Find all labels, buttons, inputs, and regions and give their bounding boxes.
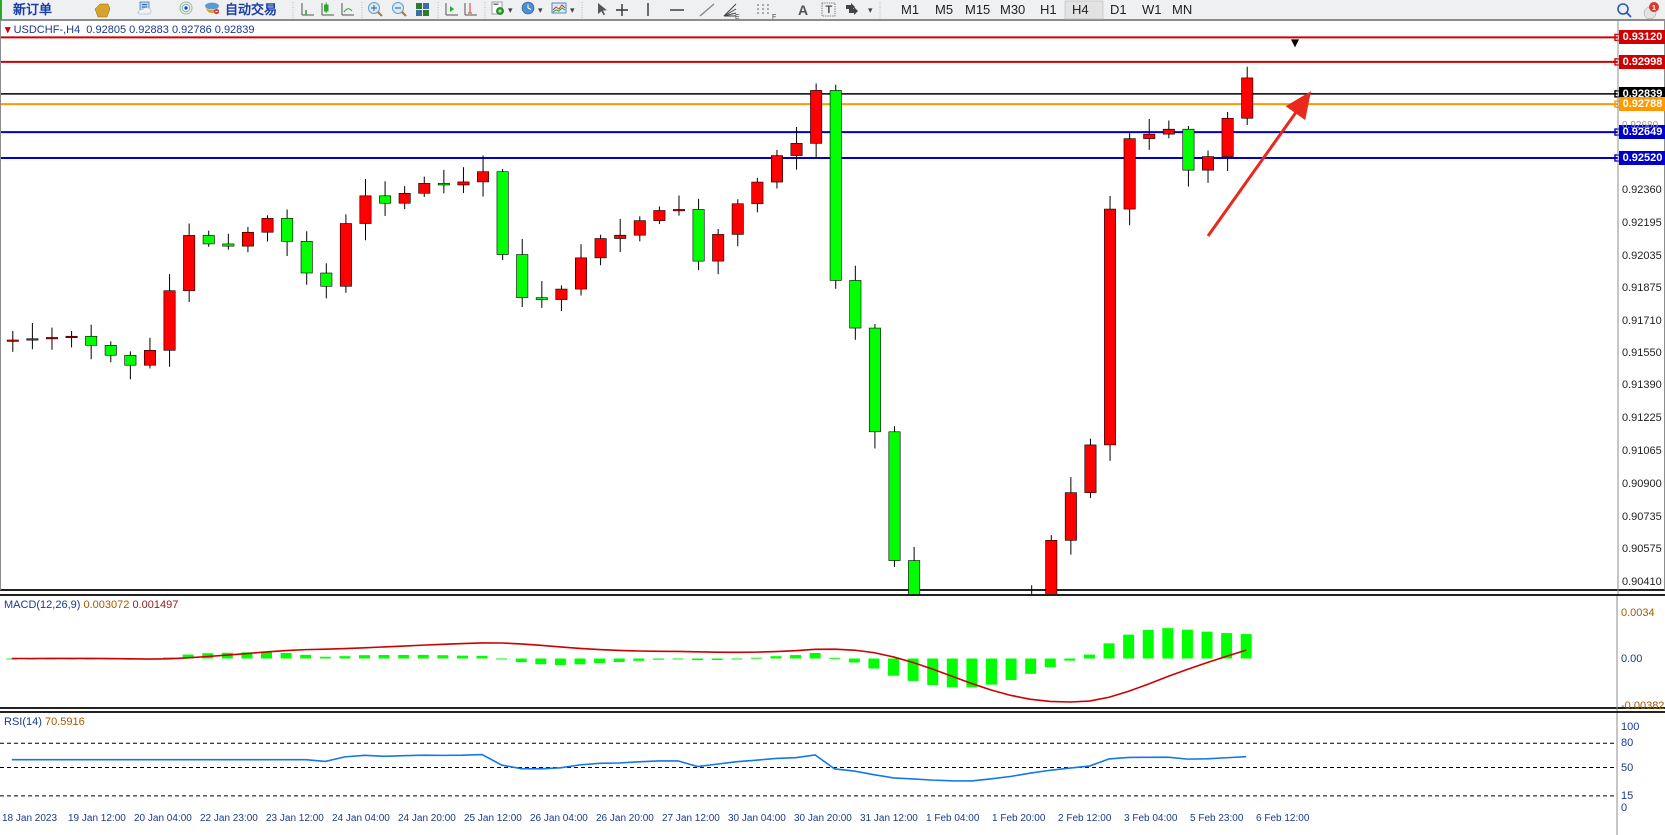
- svg-text:M15: M15: [965, 2, 990, 17]
- svg-text:▾: ▾: [508, 5, 513, 15]
- svg-text:D1: D1: [1110, 2, 1127, 17]
- svg-text:H4: H4: [1072, 2, 1089, 17]
- svg-text:T: T: [826, 4, 833, 16]
- svg-text:MN: MN: [1172, 2, 1192, 17]
- svg-text:M1: M1: [901, 2, 919, 17]
- svg-text:▾: ▾: [868, 5, 873, 15]
- svg-text:W1: W1: [1142, 2, 1162, 17]
- svg-text:A: A: [798, 2, 808, 18]
- svg-text:▾: ▾: [538, 5, 543, 15]
- svg-text:自动交易: 自动交易: [225, 2, 277, 17]
- svg-text:H1: H1: [1040, 2, 1057, 17]
- svg-text:M5: M5: [935, 2, 953, 17]
- svg-text:新订单: 新订单: [13, 2, 52, 17]
- svg-text:▾: ▾: [570, 5, 575, 15]
- svg-text:1: 1: [1652, 3, 1656, 12]
- svg-text:M30: M30: [1000, 2, 1025, 17]
